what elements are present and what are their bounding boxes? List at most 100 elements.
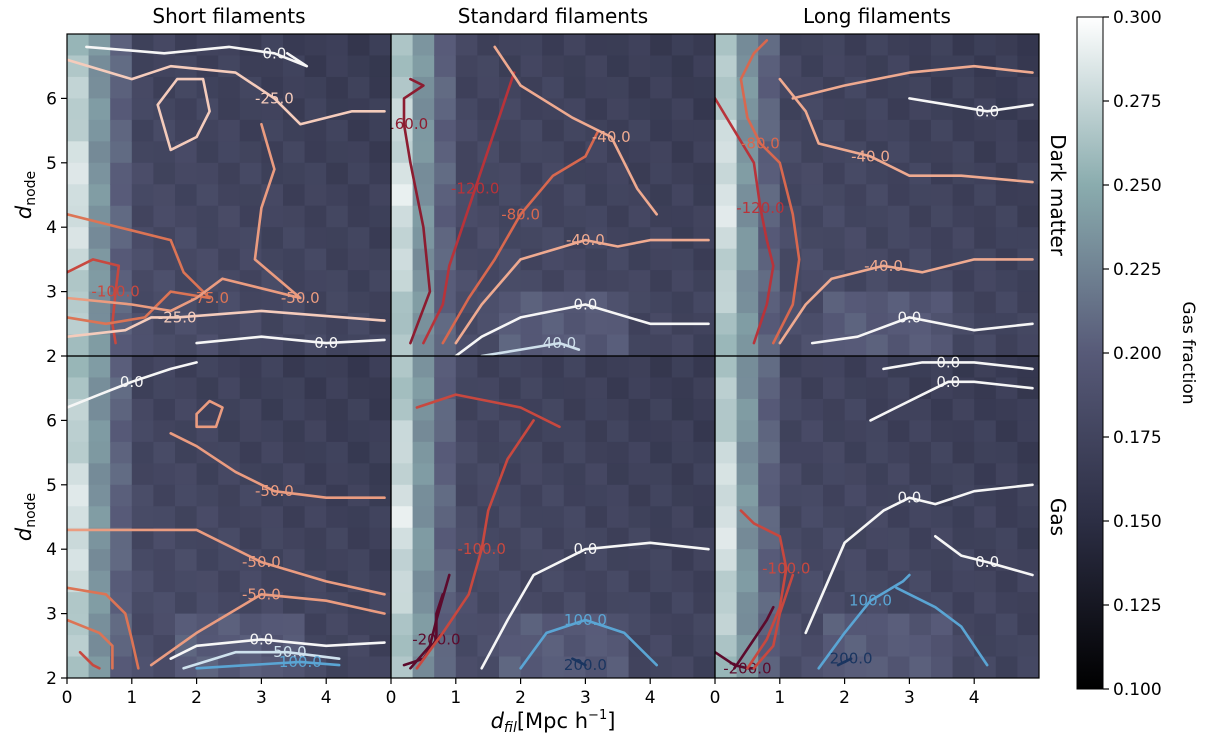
heat-cell (628, 141, 651, 164)
heat-cell (434, 76, 457, 99)
heat-cell (844, 205, 867, 228)
heat-cell (326, 184, 349, 207)
heat-cell (693, 420, 715, 443)
heat-cell (909, 55, 932, 78)
heat-cell (175, 463, 198, 486)
contour-line (804, 483, 1034, 635)
contour-line (67, 58, 386, 126)
heat-cell (1017, 98, 1039, 121)
contour-label: 100.0 (279, 653, 322, 671)
heat-cell (844, 162, 867, 185)
y-axis-label-top-main: d (12, 205, 36, 219)
heat-cell (542, 549, 565, 572)
heat-cell (650, 227, 673, 250)
y-axis-label-bottom: dnode (12, 493, 39, 541)
y-tick-label: 5 (46, 154, 57, 174)
heat-cell (283, 527, 306, 550)
heat-cell (455, 162, 478, 185)
heat-cell (175, 506, 198, 529)
heat-cell (650, 76, 673, 99)
heat-cell (563, 270, 586, 293)
heat-cell (779, 356, 802, 379)
heat-cell (736, 270, 759, 293)
heat-cell (628, 34, 651, 57)
heat-cell (758, 248, 781, 271)
contour-line (156, 77, 211, 152)
heat-cell (218, 506, 241, 529)
heat-cell (196, 592, 219, 615)
heat-cell (499, 635, 522, 658)
heat-cell (499, 162, 522, 185)
heat-cell (736, 377, 759, 400)
heat-cell (650, 613, 673, 636)
heat-cell (67, 441, 90, 464)
heat-cell (110, 248, 133, 271)
heat-cell (866, 484, 889, 507)
heat-cell (110, 549, 133, 572)
heat-cell (736, 98, 759, 121)
heat-cell (995, 76, 1018, 99)
heat-cell (952, 248, 975, 271)
heat-cell (412, 248, 435, 271)
heat-cell (715, 527, 738, 550)
contour-label: 100.0 (849, 592, 892, 610)
heat-cell (758, 34, 781, 57)
heat-cell (477, 656, 500, 678)
heat-cell (974, 506, 997, 529)
heat-cell (175, 570, 198, 593)
heat-cell (628, 205, 651, 228)
heat-cell (542, 527, 565, 550)
colorbar-tick-label: 0.150 (1113, 512, 1162, 532)
heat-cell (520, 313, 543, 336)
heat-cell (995, 592, 1018, 615)
heat-cell (671, 656, 694, 678)
heat-cell (520, 141, 543, 164)
contour-label: -200.0 (412, 630, 460, 648)
heat-cell (153, 377, 176, 400)
y-tick-label: 2 (46, 669, 57, 689)
heat-cell (693, 635, 715, 658)
contour-label: 0.0 (975, 553, 999, 571)
heat-cell (175, 184, 198, 207)
heat-cell (866, 227, 889, 250)
heat-cell (196, 76, 219, 99)
heat-cell (455, 377, 478, 400)
contour-label: -50.0 (242, 585, 281, 603)
heat-cell (628, 441, 651, 464)
heat-cell (585, 98, 608, 121)
heat-cell (347, 141, 370, 164)
heat-cell (779, 484, 802, 507)
x-tick-label: 2 (839, 688, 850, 708)
heat-cell (499, 398, 522, 421)
heat-cell (779, 441, 802, 464)
heat-cell (1017, 141, 1039, 164)
heat-cell (1017, 184, 1039, 207)
heat-cell (499, 248, 522, 271)
heat-cell (455, 34, 478, 57)
heat-cell (499, 184, 522, 207)
heat-cell (736, 119, 759, 142)
heat-cell (369, 549, 391, 572)
contour-line (836, 657, 853, 667)
heat-cell (261, 398, 284, 421)
heat-cell (844, 484, 867, 507)
heat-cell (974, 227, 997, 250)
heat-cell (844, 398, 867, 421)
heat-cell (434, 527, 457, 550)
heat-cell (88, 527, 111, 550)
heat-cell (369, 270, 391, 293)
heat-cell (369, 356, 391, 379)
heat-cell (347, 248, 370, 271)
heat-cell (218, 441, 241, 464)
heat-cell (175, 420, 198, 443)
contour-label: -160.0 (380, 115, 428, 133)
heat-cell (887, 291, 910, 314)
heat-cell (434, 34, 457, 57)
heat-cell (844, 549, 867, 572)
heat-cell (196, 506, 219, 529)
heat-cell (736, 527, 759, 550)
heat-cell (758, 398, 781, 421)
heat-cell (887, 592, 910, 615)
heat-cell (196, 313, 219, 336)
heat-cell (866, 291, 889, 314)
